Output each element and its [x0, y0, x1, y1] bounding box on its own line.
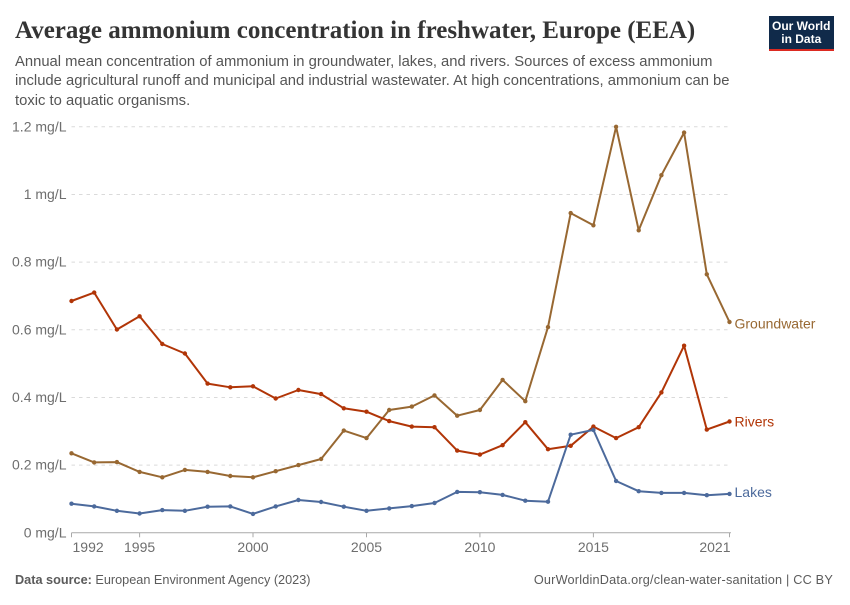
svg-text:1 mg/L: 1 mg/L [24, 186, 67, 202]
svg-text:0.4 mg/L: 0.4 mg/L [12, 389, 67, 405]
svg-text:1992: 1992 [73, 539, 104, 555]
svg-text:Groundwater: Groundwater [735, 316, 816, 332]
svg-text:2010: 2010 [464, 539, 495, 555]
svg-text:1.2 mg/L: 1.2 mg/L [12, 118, 67, 134]
svg-text:0.6 mg/L: 0.6 mg/L [12, 321, 67, 337]
svg-text:1995: 1995 [124, 539, 155, 555]
svg-text:2015: 2015 [578, 539, 609, 555]
svg-text:2021: 2021 [699, 539, 730, 555]
svg-text:0.2 mg/L: 0.2 mg/L [12, 457, 67, 473]
svg-text:Lakes: Lakes [735, 484, 772, 500]
svg-text:2005: 2005 [351, 539, 382, 555]
svg-text:0.8 mg/L: 0.8 mg/L [12, 254, 67, 270]
svg-text:0 mg/L: 0 mg/L [24, 524, 67, 540]
svg-text:Rivers: Rivers [735, 414, 775, 430]
svg-text:2000: 2000 [237, 539, 268, 555]
